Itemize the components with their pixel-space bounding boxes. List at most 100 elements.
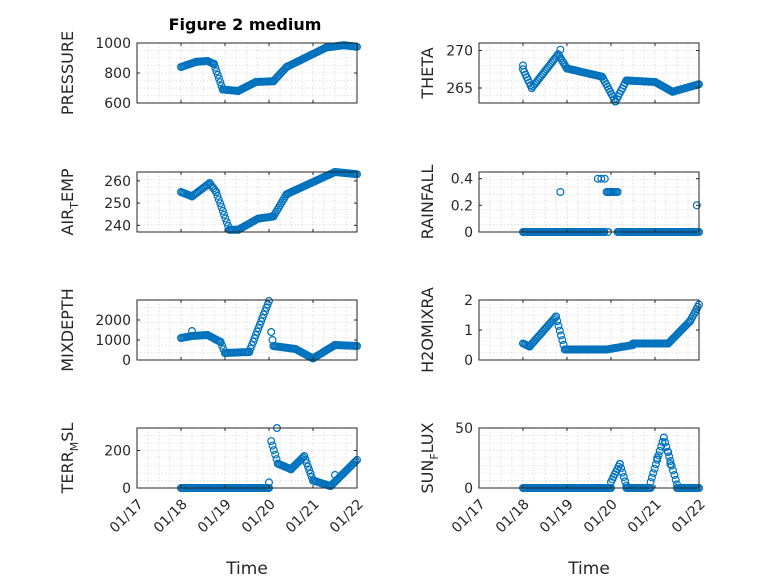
grid [479,172,699,232]
data-point [222,218,231,227]
y-tick-label: 240 [104,218,131,234]
data-point [287,465,296,474]
data-point [664,448,673,457]
x-tick-label: 01/21 [625,496,665,536]
data-point [556,45,565,54]
subplot-sun: 0 50 01/17 01/18 01/19 01/20 01/21 01/22 Time SUN… [418,421,709,579]
data-point [351,457,360,466]
y-tick-label: 1000 [95,333,131,349]
data-point [618,468,627,477]
data-markers [177,297,362,363]
data-point [558,336,567,345]
y-tick-label: 1000 [95,36,131,52]
axes-box [136,427,358,489]
data-point [621,477,630,486]
data-point [518,61,527,70]
data-markers [518,45,703,106]
data-point [301,455,310,464]
data-point [653,454,662,463]
y-axis-label: H2OMIXRA [418,287,437,373]
data-point [216,338,225,347]
axes-box [136,171,358,233]
y-tick-label: 50 [455,421,473,437]
data-point [212,67,221,76]
data-point [553,317,562,326]
data-point [218,206,227,215]
data-point [267,437,276,446]
axes-box [136,299,358,361]
y-tick-label: 270 [446,44,473,60]
x-tick-label: 01/19 [195,496,235,536]
grid [137,428,357,488]
y-tick-label: 2000 [95,313,131,329]
data-point [619,473,628,482]
y-axis-label: TERRMSL [58,423,81,495]
data-point [306,469,315,478]
data-point [217,203,226,212]
y-tick-label: 265 [446,81,473,97]
x-tick-label: 01/17 [107,496,147,536]
data-point [667,461,676,470]
data-point [188,327,197,336]
x-tick-label: 01/21 [283,496,323,536]
y-tick-label: 260 [104,174,131,190]
y-axis-label: SUNFLUX [418,422,441,493]
data-point [267,328,276,337]
y-axis-label: AIRTEMP [58,168,81,235]
x-tick-label: 01/20 [581,496,621,536]
data-point [265,297,274,306]
y-tick-label: 0.4 [451,172,473,188]
data-point [331,470,340,479]
data-point [659,433,668,442]
data-point [304,462,313,471]
y-axis-label: RAINFALL [418,165,437,240]
data-point [271,450,280,459]
axes-box [478,42,700,104]
data-point [666,457,675,466]
data-point [683,319,692,328]
data-point [216,78,225,87]
y-tick-label: 800 [104,66,131,82]
data-point [665,452,674,461]
data-point [615,460,624,469]
y-axis-label: THETA [418,47,437,99]
data-point [661,438,670,447]
y-tick-label: 2 [464,293,473,309]
y-tick-label: 600 [104,96,131,112]
data-point [556,331,565,340]
x-tick-label: 01/18 [493,496,533,536]
axes-box [478,171,700,233]
data-point [600,174,609,183]
x-tick-label: 01/19 [537,496,577,536]
data-markers [518,174,703,237]
data-point [555,326,564,335]
y-tick-label: 250 [104,196,131,212]
data-point [268,441,277,450]
y-tick-label: 1 [464,323,473,339]
data-point [333,475,342,484]
data-point [297,454,306,463]
data-point [597,174,606,183]
subplot-terr: 0 200 01/17 01/18 01/19 01/20 01/21 01/22 Time TE… [58,423,367,579]
y-axis-label: MIXDEPTH [58,288,77,371]
data-point [650,464,659,473]
data-point [215,74,224,83]
data-point [649,469,658,478]
data-point [300,452,309,461]
data-point [559,58,568,67]
data-point [554,50,563,59]
data-point [221,214,230,223]
data-point [298,453,307,462]
x-tick-label: 01/20 [239,496,279,536]
data-point [269,446,278,455]
data-point [213,191,222,200]
y-tick-label: 0 [122,353,131,369]
data-markers [518,300,703,354]
data-point [212,188,221,197]
data-point [210,59,219,68]
y-tick-label: 0 [464,353,473,369]
subplot-pressure: 600 800 1000 PRESSURE [58,31,362,115]
figure-title: Figure 2 medium [169,15,322,34]
data-markers [177,168,362,234]
